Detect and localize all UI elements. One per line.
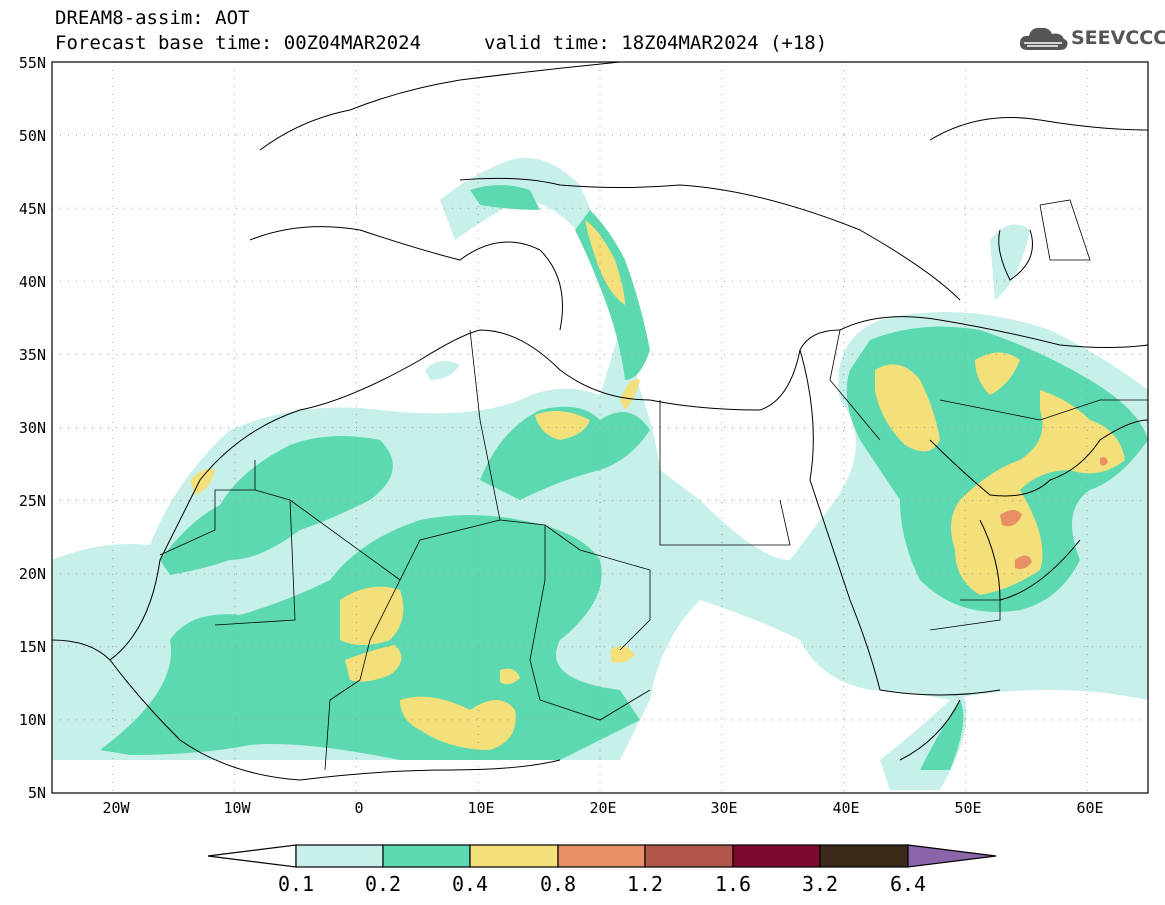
colorbar-left-arrow [207,844,297,868]
colorbar-segment [469,844,559,868]
map-frame [51,61,1149,794]
colorbar-tick: 0.4 [452,872,488,896]
lon-label: 40E [832,799,859,817]
forecast-base-time: Forecast base time: 00Z04MAR2024 [55,32,422,54]
lat-label: 20N [19,565,46,583]
colorbar-tick: 1.6 [715,872,751,896]
lat-label: 15N [19,638,46,656]
lat-label: 50N [19,127,46,145]
aot-band-0.8 [1000,457,1108,570]
lon-label: 20W [102,799,130,817]
latitude-labels: 55N 50N 45N 40N 35N 30N 25N 20N 15N 10N … [19,54,46,802]
colorbar: 0.1 0.2 0.4 0.8 1.2 1.6 3.2 6.4 [207,844,997,896]
lat-label: 10N [19,711,46,729]
lat-label: 25N [19,492,46,510]
colorbar-segment [382,844,471,868]
coastlines [52,62,1148,781]
cloud-icon [1019,27,1068,50]
colorbar-segment [732,844,821,868]
colorbar-tick: 0.8 [540,872,576,896]
colorbar-tick: 6.4 [890,872,926,896]
lat-label: 5N [28,784,46,802]
colorbar-segment [295,844,384,868]
seevccc-logo: SEEVCCC [1018,24,1165,58]
lon-label: 20E [589,799,616,817]
lat-label: 55N [19,54,46,72]
colorbar-segment [819,844,909,868]
colorbar-right-arrow [907,844,997,868]
lat-label: 40N [19,273,46,291]
lat-label: 30N [19,419,46,437]
lon-label: 0 [354,799,363,817]
lon-label: 50E [954,799,981,817]
lat-label: 35N [19,346,46,364]
valid-time: valid time: 18Z04MAR2024 (+18) [484,32,828,54]
colorbar-segment [644,844,734,868]
borders [159,199,1148,771]
colorbar-tick: 1.2 [627,872,663,896]
colorbar-tick: 0.2 [365,872,401,896]
lat-label: 45N [19,200,46,218]
logo-text: SEEVCCC [1071,27,1165,49]
aot-fields [52,157,1148,790]
lon-label: 60E [1076,799,1103,817]
colorbar-segment [557,844,646,868]
aot-band-0.4 [190,220,1125,750]
lon-label: 10W [223,799,251,817]
colorbar-tick: 3.2 [802,872,838,896]
lon-label: 30E [710,799,737,817]
lon-label: 10E [467,799,494,817]
chart-title: DREAM8-assim: AOT [55,7,250,29]
colorbar-tick: 0.1 [278,872,314,896]
longitude-labels: 20W 10W 0 10E 20E 30E 40E 50E 60E [102,799,1103,817]
